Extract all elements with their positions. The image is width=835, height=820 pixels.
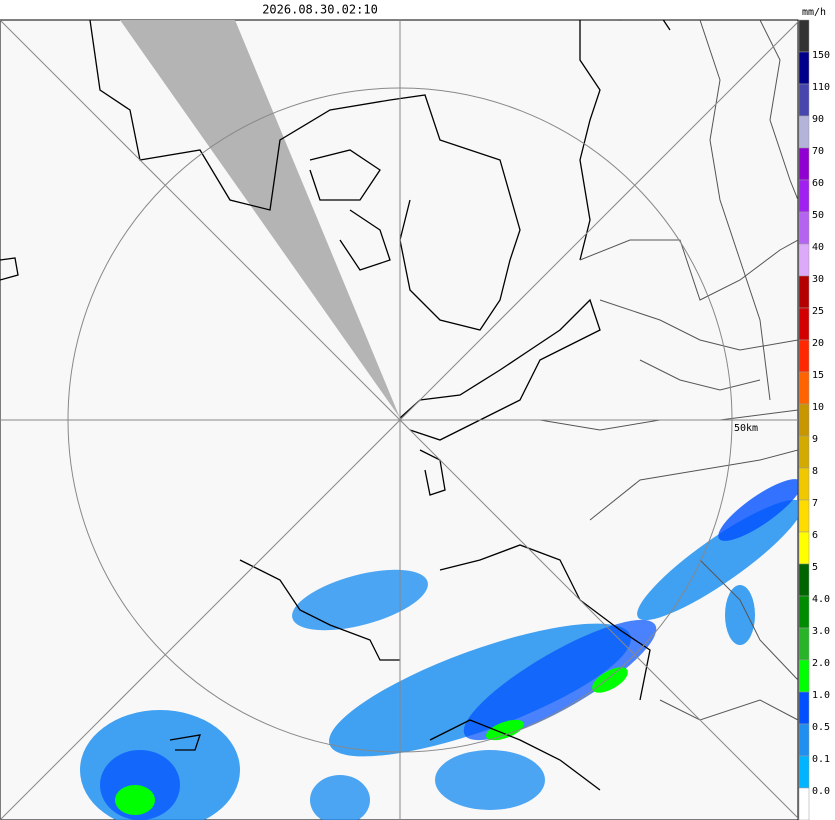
legend-swatch bbox=[798, 531, 810, 565]
legend-swatch bbox=[798, 659, 810, 693]
legend-swatch bbox=[798, 19, 810, 53]
rain-echoes bbox=[80, 479, 798, 820]
legend-swatch bbox=[798, 51, 810, 85]
legend-label: 40 bbox=[812, 242, 824, 253]
range-label: 50km bbox=[734, 423, 758, 434]
legend-label: 60 bbox=[812, 178, 824, 189]
legend-swatch bbox=[798, 275, 810, 309]
legend-label: 50 bbox=[812, 210, 824, 221]
legend-label: 90 bbox=[812, 114, 824, 125]
legend-label: 30 bbox=[812, 274, 824, 285]
map-content bbox=[0, 20, 798, 820]
legend-label: 25 bbox=[812, 306, 824, 317]
legend-swatch bbox=[798, 435, 810, 469]
legend-swatch bbox=[798, 371, 810, 405]
range-grid bbox=[0, 20, 798, 820]
legend-swatch bbox=[798, 627, 810, 661]
legend-swatch bbox=[798, 563, 810, 597]
timestamp: 2026.08.30.02:10 bbox=[262, 3, 378, 17]
legend-swatch bbox=[798, 691, 810, 725]
borders bbox=[539, 20, 798, 721]
legend-label: 15 bbox=[812, 370, 824, 381]
legend-swatch bbox=[798, 403, 810, 437]
legend-swatch bbox=[798, 499, 810, 533]
legend-label: 1.0 bbox=[812, 690, 830, 701]
legend-label: 10 bbox=[812, 402, 824, 413]
legend-swatch bbox=[798, 179, 810, 213]
legend-swatch bbox=[798, 755, 810, 789]
legend-label: 0.1 bbox=[812, 754, 830, 765]
legend-swatch bbox=[798, 115, 810, 149]
legend-label: 20 bbox=[812, 338, 824, 349]
legend-label: 150 bbox=[812, 50, 830, 61]
legend-swatch bbox=[798, 83, 810, 117]
unit-label: mm/h bbox=[802, 7, 826, 18]
legend-swatch bbox=[798, 723, 810, 757]
legend-swatch bbox=[798, 787, 810, 820]
legend-label: 110 bbox=[812, 82, 830, 93]
legend-label: 4.0 bbox=[812, 594, 830, 605]
legend-label: 9 bbox=[812, 434, 818, 445]
legend-label: 3.0 bbox=[812, 626, 830, 637]
legend-label: 0.0 bbox=[812, 786, 830, 797]
legend-swatch bbox=[798, 595, 810, 629]
legend-label: 2.0 bbox=[812, 658, 830, 669]
legend-swatch bbox=[798, 339, 810, 373]
coastlines bbox=[0, 20, 671, 791]
legend-swatch bbox=[798, 467, 810, 501]
legend-swatch bbox=[798, 243, 810, 277]
legend: 150 110 90 70 60 50 40 30 25 20 15 10 9 8 7 6 5 4.0 3.0 2.0… bbox=[798, 19, 830, 820]
legend-label: 6 bbox=[812, 530, 818, 541]
beam-blockage bbox=[120, 20, 400, 418]
legend-label: 0.5 bbox=[812, 722, 830, 733]
legend-label: 7 bbox=[812, 498, 818, 509]
legend-label: 5 bbox=[812, 562, 818, 573]
legend-swatch bbox=[798, 211, 810, 245]
legend-swatch bbox=[798, 307, 810, 341]
legend-label: 70 bbox=[812, 146, 824, 157]
legend-swatch bbox=[798, 147, 810, 181]
legend-label: 8 bbox=[812, 466, 818, 477]
